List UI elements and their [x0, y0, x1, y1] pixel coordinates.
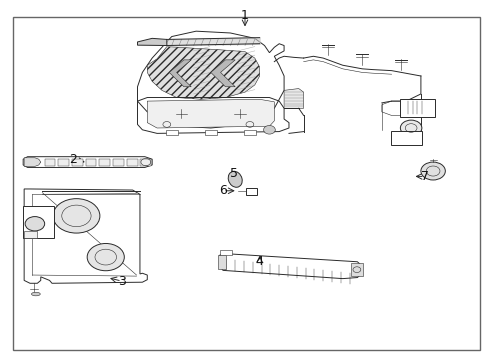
Text: 3: 3	[118, 275, 126, 288]
FancyBboxPatch shape	[72, 159, 83, 166]
Polygon shape	[147, 46, 260, 99]
Circle shape	[421, 162, 445, 180]
Ellipse shape	[228, 171, 242, 187]
Polygon shape	[211, 60, 235, 87]
FancyBboxPatch shape	[400, 99, 435, 117]
FancyBboxPatch shape	[127, 159, 138, 166]
FancyBboxPatch shape	[220, 250, 232, 255]
FancyBboxPatch shape	[13, 17, 480, 350]
Polygon shape	[169, 60, 191, 87]
Circle shape	[87, 243, 124, 271]
FancyBboxPatch shape	[23, 206, 54, 238]
FancyBboxPatch shape	[113, 159, 124, 166]
FancyBboxPatch shape	[45, 159, 55, 166]
Circle shape	[264, 126, 275, 134]
FancyBboxPatch shape	[58, 159, 69, 166]
Text: 4: 4	[256, 255, 264, 268]
Polygon shape	[147, 99, 274, 128]
Polygon shape	[220, 253, 361, 279]
Text: 5: 5	[230, 167, 238, 180]
Polygon shape	[138, 39, 167, 45]
Polygon shape	[284, 89, 304, 108]
FancyBboxPatch shape	[218, 255, 226, 269]
FancyBboxPatch shape	[141, 159, 151, 166]
FancyBboxPatch shape	[246, 188, 257, 195]
FancyBboxPatch shape	[244, 130, 256, 135]
Circle shape	[25, 217, 45, 231]
FancyBboxPatch shape	[391, 131, 422, 145]
FancyBboxPatch shape	[24, 230, 37, 238]
FancyBboxPatch shape	[166, 130, 177, 135]
Text: 2: 2	[69, 153, 77, 166]
FancyBboxPatch shape	[351, 263, 363, 276]
Polygon shape	[23, 157, 152, 167]
Ellipse shape	[31, 292, 40, 296]
Polygon shape	[24, 158, 41, 166]
FancyBboxPatch shape	[99, 159, 110, 166]
FancyBboxPatch shape	[86, 159, 97, 166]
Text: 1: 1	[241, 9, 249, 22]
Circle shape	[400, 120, 422, 136]
Text: 7: 7	[421, 170, 429, 183]
FancyBboxPatch shape	[205, 130, 217, 135]
Circle shape	[53, 199, 100, 233]
Text: 6: 6	[219, 184, 227, 197]
